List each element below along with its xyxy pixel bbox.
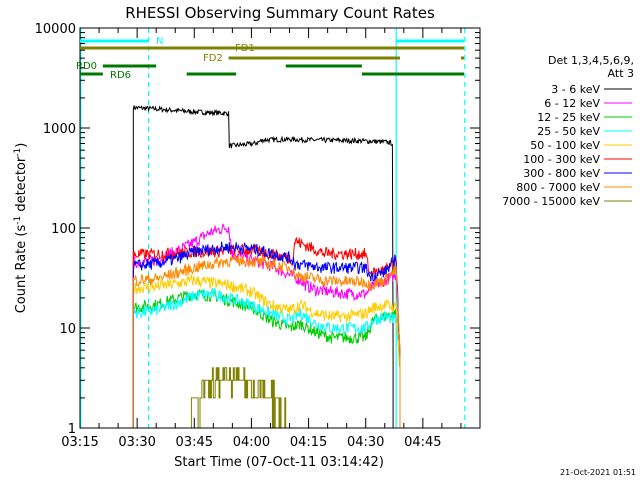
y-tick-label: 1000 (43, 122, 76, 137)
series-line-300-800-kev (132, 241, 401, 428)
y-axis-label-sup: -1 (13, 148, 23, 157)
legend-label-100-300-kev: 100 - 300 keV (523, 153, 600, 166)
plot-area (80, 28, 466, 428)
x-axis-label: Start Time (07-Oct-11 03:14:42) (174, 455, 384, 470)
state-bar-label-n: N (156, 36, 163, 47)
x-tick-label: 04:30 (347, 435, 384, 450)
y-axis-label-part: ) (14, 143, 29, 148)
series-line-3-6-kev (132, 105, 394, 428)
footer-timestamp: 21-Oct-2021 01:51 (560, 468, 636, 477)
x-tick-label: 04:15 (290, 435, 327, 450)
x-tick-label: 04:00 (233, 435, 270, 450)
x-tick-label: 03:30 (118, 435, 155, 450)
y-axis-label: Count Rate (s-1 detector-1) (13, 143, 29, 314)
legend-label-800-7000-kev: 800 - 7000 keV (516, 181, 600, 194)
y-tick-label: 100 (51, 222, 76, 237)
x-tick-label: 04:45 (404, 435, 441, 450)
state-bar-label-fd2: FD2 (203, 53, 223, 64)
y-axis-label-sup: -1 (13, 216, 23, 225)
series-line-100-300-kev (132, 236, 401, 428)
y-tick-label: 1 (68, 422, 76, 437)
chart-title: RHESSI Observing Summary Count Rates (125, 4, 435, 22)
legend-header: Att 3 (608, 67, 634, 80)
x-tick-label: 03:45 (176, 435, 213, 450)
axes: 1 10 100 1000 10000 03:15 03:30 03:45 04:00 04:15… (35, 22, 480, 450)
legend-label-25-50-kev: 25 - 50 keV (537, 125, 600, 138)
legend-label-300-800-kev: 300 - 800 keV (523, 167, 600, 180)
legend-header: Det 1,3,4,5,6,9, (548, 54, 634, 67)
legend-label-12-25-kev: 12 - 25 keV (537, 111, 600, 124)
y-tick-label: 10 (59, 322, 76, 337)
series-line-7000-15000-kev (190, 367, 287, 428)
y-axis-label-part: detector (14, 156, 29, 216)
x-tick-label: 03:15 (61, 435, 98, 450)
y-tick-label: 10000 (35, 22, 76, 37)
y-axis-label-part: Count Rate (s (14, 225, 29, 314)
series-line-25-50-kev (132, 287, 401, 428)
legend-label-7000-15000-kev: 7000 - 15000 keV (502, 195, 600, 208)
state-bar-label-rd6: RD6 (110, 70, 131, 81)
state-bar-label-rd0: RD0 (76, 61, 97, 72)
series-line-50-100-kev (132, 274, 401, 428)
legend-label-50-100-kev: 50 - 100 keV (530, 139, 600, 152)
legend-label-6-12-kev: 6 - 12 keV (544, 97, 600, 110)
plot-frame (79, 27, 481, 429)
legend-label-3-6-kev: 3 - 6 keV (551, 83, 600, 96)
state-bar-label-fd1: FD1 (235, 43, 255, 54)
series-line-800-7000-kev (132, 254, 401, 428)
